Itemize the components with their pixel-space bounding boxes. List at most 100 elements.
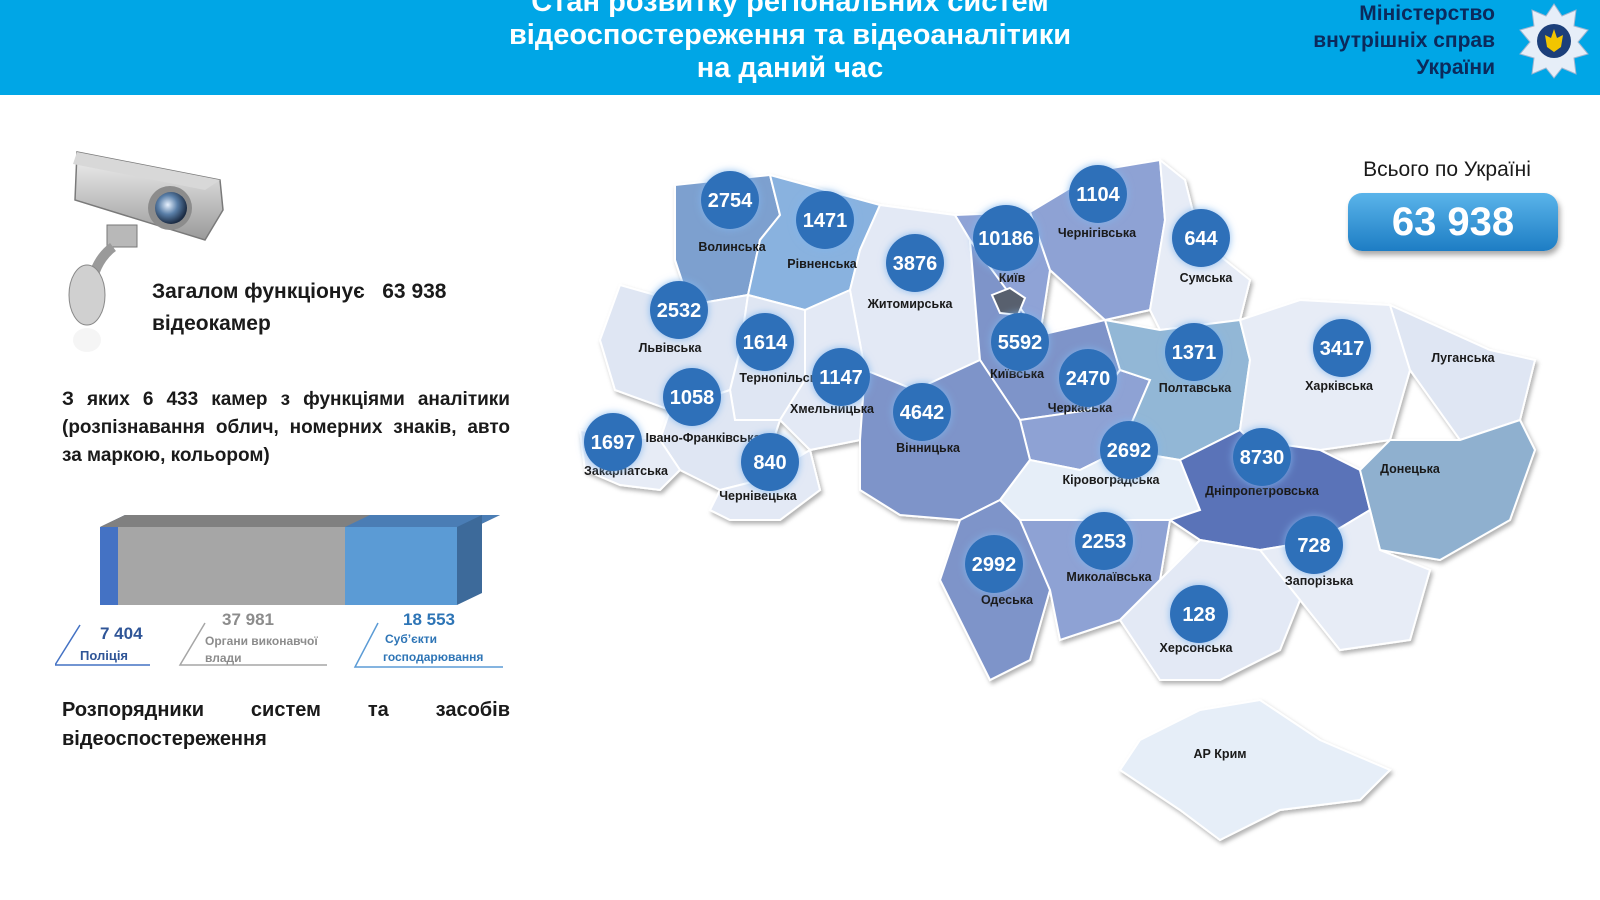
distributors-line: Розпорядники систем та засобів: [62, 699, 510, 721]
region-count-value: 2754: [708, 190, 753, 212]
total-line: відеокамер: [152, 312, 271, 335]
region-count-value: 1371: [1172, 342, 1217, 364]
region-count-bubble: [965, 535, 1023, 593]
region-label: Рівненська: [787, 257, 857, 271]
total-ukraine-label: Всього по Україні: [1363, 158, 1531, 181]
region-count-bubble: [650, 281, 708, 339]
bar-segment-business: [345, 527, 457, 605]
page-title: Стан розвитку регіональних систем відеос…: [400, 0, 1180, 85]
ministry-line: Міністерство: [1359, 2, 1495, 25]
region-label: Київ: [999, 271, 1026, 285]
ministry-line: України: [1416, 56, 1495, 79]
region-count-bubble: [1313, 319, 1371, 377]
region-count-bubble: [886, 234, 944, 292]
region-count-value: 1614: [743, 332, 788, 354]
region-count-bubble: [796, 191, 854, 249]
region-count-value: 4642: [900, 402, 945, 424]
business-value: 18 553: [403, 610, 455, 629]
region-13: [1238, 298, 1412, 452]
cctv-camera-icon: [68, 151, 224, 352]
business-label: Суб’єкти: [385, 632, 437, 646]
distributors-line: відеоспостереження: [62, 728, 267, 750]
region-count-bubble: [663, 368, 721, 426]
region-count-bubble: [1069, 165, 1127, 223]
region-count-bubble: [1172, 209, 1230, 267]
region-label: Тернопільська: [739, 371, 831, 385]
region-count-bubble: [1059, 349, 1117, 407]
police-emblem-icon: [1519, 3, 1589, 79]
region-label: Хмельницька: [790, 402, 875, 416]
title-line: відеоспостереження та відеоаналітики: [508, 19, 1072, 51]
total-line: Загалом функціонує 63 938: [152, 280, 447, 303]
region-count-bubble: [1100, 421, 1158, 479]
business-label: господарювання: [383, 650, 483, 664]
government-label: влади: [205, 651, 242, 665]
region-count-value: 1058: [670, 387, 715, 409]
region-count-bubble: [973, 205, 1039, 271]
total-ukraine-value: 63 938: [1348, 193, 1558, 251]
region-label: Кіровоградська: [1063, 473, 1161, 487]
region-count-value: 1147: [819, 367, 862, 389]
region-label: Івано-Франківська: [645, 431, 761, 445]
region-label: Харківська: [1305, 379, 1374, 393]
region-14: [1388, 303, 1537, 442]
region-count-value: 2692: [1107, 440, 1152, 462]
region-label: Житомирська: [867, 297, 954, 311]
ministry-name: Міністерство внутрішніх справ України: [1313, 0, 1495, 81]
region-label: Київська: [990, 367, 1045, 381]
region-count-bubble: [893, 383, 951, 441]
region-count-value: 10186: [978, 228, 1034, 250]
region-label: Одеська: [981, 593, 1034, 607]
region-label: Чернівецька: [719, 489, 797, 503]
region-count-bubble: [584, 413, 642, 471]
region-count-bubble: [1075, 512, 1133, 570]
region-count-bubble: [991, 313, 1049, 371]
title-line: на даний час: [696, 52, 884, 84]
region-count-bubble: [812, 348, 870, 406]
bar-segment-government: [118, 527, 345, 605]
police-label: Поліція: [80, 648, 128, 663]
region-count-value: 2532: [657, 300, 702, 322]
region-count-value: 2470: [1066, 368, 1111, 390]
region-label: Волинська: [698, 240, 766, 254]
distribution-bar-chart: 7 404 Поліція 37 981 Органи виконавчої в…: [55, 515, 503, 668]
kyiv-city-area: [990, 286, 1027, 317]
region-count-bubble: [701, 171, 759, 229]
region-label: Чернігівська: [1058, 226, 1137, 240]
region-count-bubble: [1285, 516, 1343, 574]
region-label: Полтавська: [1159, 381, 1233, 395]
ukraine-map: Волинська Рівненська Житомирська Київ Черніг…: [578, 157, 1537, 842]
region-count-value: 1697: [591, 432, 636, 454]
region-count-value: 8730: [1240, 447, 1285, 469]
region-count-value: 128: [1182, 604, 1215, 626]
analytics-cameras-text: З яких 6 433 камер з функціями аналітики…: [62, 389, 510, 466]
region-label: Вінницька: [896, 441, 961, 455]
government-value: 37 981: [222, 610, 274, 629]
region-count-bubble: [1170, 585, 1228, 643]
ministry-line: внутрішніх справ: [1313, 29, 1495, 52]
region-26: [1118, 698, 1392, 842]
region-count-value: 2992: [972, 554, 1017, 576]
police-value: 7 404: [100, 624, 143, 643]
distributors-caption: Розпорядники систем та засобів відеоспос…: [62, 696, 510, 754]
region-count-value: 840: [753, 452, 786, 474]
region-count-value: 1104: [1076, 184, 1120, 206]
region-label: Донецька: [1380, 462, 1441, 476]
region-label: Сумська: [1180, 271, 1234, 285]
region-count-value: 728: [1297, 535, 1330, 557]
region-count-value: 5592: [998, 332, 1043, 354]
region-label: Дніпропетровська: [1205, 484, 1320, 498]
region-label: Херсонська: [1160, 641, 1234, 655]
region-count-bubble: [741, 433, 799, 491]
bar-segment-police: [100, 527, 118, 605]
total-cameras-text: Загалом функціонує 63 938 відеокамер: [152, 276, 512, 340]
region-count-value: 2253: [1082, 531, 1127, 553]
region-count-value: 3417: [1320, 338, 1365, 360]
region-count-bubble: [736, 313, 794, 371]
region-count-value: 644: [1184, 228, 1218, 250]
region-label: Запорізька: [1285, 574, 1354, 588]
region-label: Луганська: [1431, 351, 1495, 365]
region-count-bubble: [1233, 428, 1291, 486]
government-label: Органи виконавчої: [205, 634, 318, 648]
header-banner: Стан розвитку регіональних систем відеос…: [0, 0, 1600, 95]
